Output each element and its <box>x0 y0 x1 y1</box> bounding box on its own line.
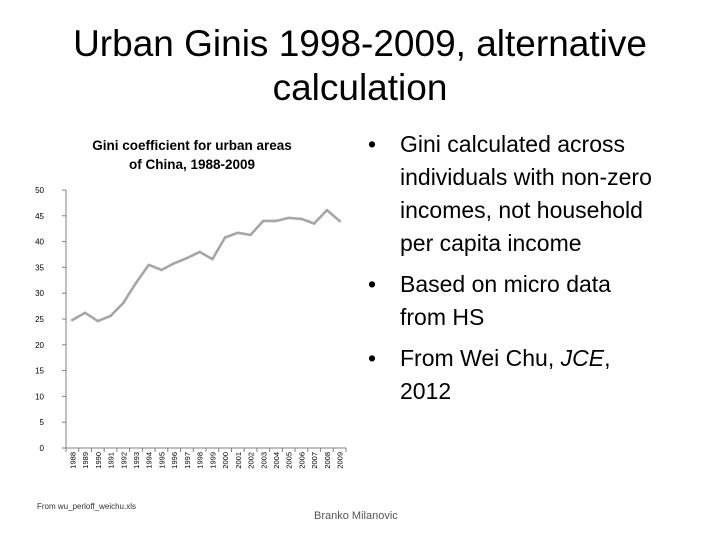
x-tick-label: 2008 <box>323 452 332 469</box>
bullet-text: Gini calculated across individuals with … <box>400 131 652 256</box>
data-point <box>300 217 303 221</box>
bullet-list: Gini calculated across individuals with … <box>362 128 662 416</box>
y-tick-label: 15 <box>35 367 44 376</box>
bullet-text: Based on micro data from HS <box>400 271 611 330</box>
x-tick-label: 1996 <box>170 452 179 469</box>
data-point <box>198 250 201 254</box>
data-point <box>223 236 227 239</box>
y-tick-label: 45 <box>35 212 44 221</box>
chart-title-line-2: of China, 1988-2009 <box>129 157 255 172</box>
y-tick-label: 40 <box>35 238 44 247</box>
bullet-item-gini-method: Gini calculated across individuals with … <box>362 128 662 260</box>
data-point <box>274 219 278 223</box>
bullet-item-micro-data: Based on micro data from HS <box>362 268 662 334</box>
data-point <box>71 318 74 322</box>
x-tick-label: 1995 <box>157 452 166 469</box>
x-tick-label: 2009 <box>336 452 345 469</box>
y-tick-label: 20 <box>35 341 44 350</box>
bullet-text-after: , 2012 <box>400 345 611 404</box>
x-tick-label: 2000 <box>221 452 230 469</box>
x-tick-label: 2002 <box>247 452 256 469</box>
x-tick-label: 2005 <box>285 452 294 469</box>
y-tick-label: 10 <box>35 392 44 401</box>
data-point <box>172 261 176 265</box>
bullet-item-source: From Wei Chu, JCE, 2012 <box>362 342 662 408</box>
x-tick-label: 1988 <box>68 452 77 469</box>
x-tick-label: 2004 <box>272 452 281 469</box>
y-tick-label: 5 <box>40 418 45 427</box>
data-point <box>185 256 189 260</box>
data-point <box>121 301 125 305</box>
y-tick-label: 0 <box>40 444 45 453</box>
slide-title: Urban Ginis 1998-2009, alternative calcu… <box>73 23 647 108</box>
x-tick-label: 1997 <box>183 452 192 469</box>
bullet-text-before: From Wei Chu, <box>400 345 561 371</box>
data-point <box>83 311 87 315</box>
data-point <box>261 219 265 223</box>
x-tick-label: 2003 <box>259 452 268 469</box>
y-tick-label: 50 <box>35 186 44 195</box>
y-tick-label: 30 <box>35 289 44 298</box>
x-tick-label: 1998 <box>196 452 205 469</box>
x-tick-label: 2007 <box>310 452 319 469</box>
chart-title-line-1: Gini coefficient for urban areas <box>92 138 292 153</box>
x-tick-label: 1991 <box>107 452 116 469</box>
x-tick-label: 1999 <box>208 452 217 469</box>
footer-author: Branko Milanovic <box>314 510 398 522</box>
data-point <box>287 216 291 220</box>
series-line-urban-gini <box>71 208 341 323</box>
data-point <box>338 219 341 223</box>
x-tick-label: 1993 <box>132 452 141 469</box>
source-note: From wu_perloff_weichu.xls <box>37 502 137 511</box>
journal-name: JCE <box>560 345 605 371</box>
x-tick-label: 1990 <box>94 452 103 469</box>
x-tick-label: 1994 <box>145 452 154 469</box>
data-point <box>160 268 163 272</box>
data-point <box>109 314 112 318</box>
x-tick-label: 2001 <box>234 452 243 469</box>
data-point <box>96 319 100 323</box>
y-tick-label: 35 <box>35 263 44 272</box>
data-point <box>312 222 316 225</box>
data-point <box>134 281 138 285</box>
data-point <box>211 257 214 261</box>
x-tick-label: 1992 <box>119 452 128 469</box>
data-point <box>249 233 252 237</box>
data-point <box>325 208 329 212</box>
data-point <box>236 231 240 235</box>
data-point <box>147 263 151 267</box>
x-tick-label: 1989 <box>81 452 90 469</box>
y-tick-label: 25 <box>35 315 44 324</box>
x-tick-label: 2006 <box>297 452 306 469</box>
